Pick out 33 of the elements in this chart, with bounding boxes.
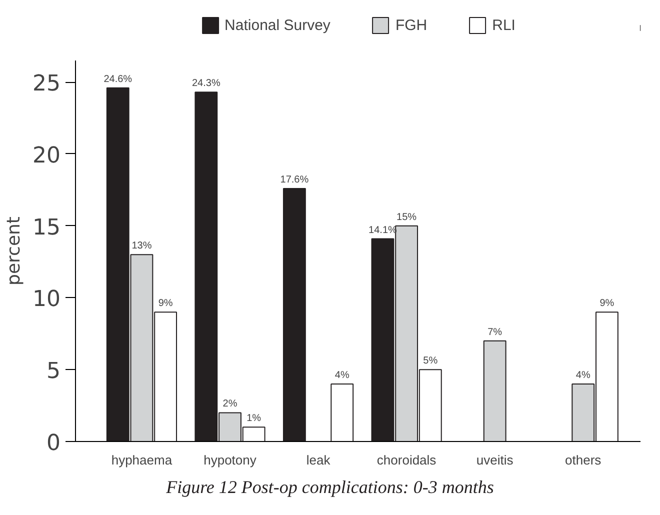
y-tick-label: 10 [32, 287, 61, 312]
data-label: 5% [423, 356, 438, 367]
x-tick-label: choroidals [376, 452, 437, 468]
legend-label: National Survey [224, 16, 330, 34]
x-tick-label: leak [306, 452, 331, 468]
data-label: 13% [132, 240, 152, 252]
data-label: 24.3% [192, 78, 220, 90]
y-tick-label: 0 [46, 431, 61, 456]
bar [483, 340, 506, 442]
bar [330, 383, 354, 442]
y-tick-label: 20 [32, 143, 61, 168]
data-label: 15% [396, 212, 417, 223]
data-label: 2% [222, 398, 238, 410]
data-label: 4% [334, 370, 350, 381]
bar [282, 188, 306, 442]
data-label: 9% [600, 298, 614, 310]
legend-label: FGH [395, 16, 428, 34]
data-label: 1% [246, 413, 262, 424]
data-label: 9% [158, 298, 173, 310]
x-tick-label: hypotony [204, 452, 257, 468]
y-tick-label: 15 [32, 215, 61, 240]
data-label: 4% [576, 370, 590, 381]
data-label: 7% [488, 326, 502, 338]
y-axis-title: percent [4, 216, 25, 286]
x-tick-label: uveitis [476, 452, 514, 468]
y-tick-label: 5 [46, 359, 61, 384]
y-tick-label: 25 [32, 72, 61, 97]
data-label: 24.6% [104, 74, 132, 85]
caption: Figure 12 Post-op complications: 0-3 months [166, 476, 494, 499]
data-label: 17.6% [280, 174, 309, 186]
legend-label: RLI [492, 16, 516, 34]
x-tick-label: hyphaema [111, 452, 173, 468]
x-tick-label: others [565, 452, 602, 468]
